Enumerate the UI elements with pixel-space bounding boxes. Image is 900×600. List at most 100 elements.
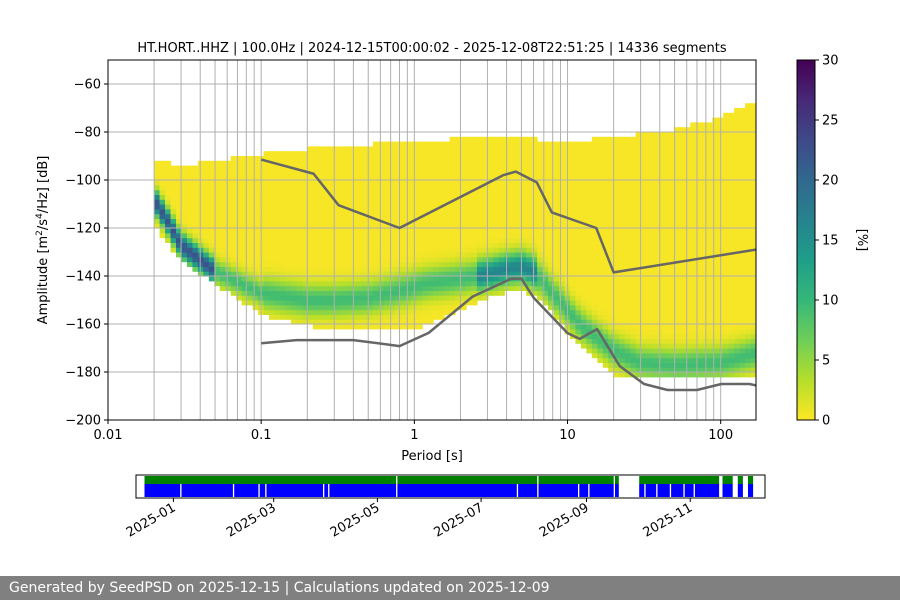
psd-cell bbox=[449, 304, 456, 311]
psd-cell bbox=[537, 228, 544, 234]
psd-cell bbox=[372, 290, 380, 296]
psd-cell bbox=[340, 252, 347, 258]
psd-cell bbox=[734, 170, 741, 176]
psd-cell bbox=[635, 180, 642, 186]
psd-cell bbox=[307, 232, 314, 239]
psd-cell bbox=[247, 208, 254, 215]
psd-cell bbox=[575, 261, 582, 267]
psd-cell bbox=[690, 309, 697, 315]
psd-cell bbox=[498, 165, 505, 171]
psd-cell bbox=[362, 295, 369, 301]
psd-cell bbox=[460, 290, 467, 296]
psd-cell bbox=[269, 199, 276, 205]
psd-cell bbox=[608, 343, 615, 349]
psd-cell bbox=[263, 223, 270, 229]
psd-cell bbox=[684, 319, 691, 325]
psd-cell bbox=[345, 280, 352, 287]
psd-cell bbox=[646, 338, 653, 344]
psd-cell bbox=[247, 160, 254, 167]
psd-cell bbox=[531, 247, 538, 253]
psd-cell bbox=[340, 261, 347, 267]
psd-cell bbox=[619, 348, 626, 354]
psd-cell bbox=[526, 252, 533, 258]
psd-cell bbox=[345, 295, 352, 301]
psd-cell bbox=[580, 266, 587, 272]
data-gap-mark bbox=[693, 484, 695, 497]
psd-cell bbox=[652, 228, 659, 234]
psd-cell bbox=[318, 170, 325, 176]
psd-cell bbox=[580, 228, 587, 234]
psd-cell bbox=[487, 165, 494, 171]
psd-cell bbox=[269, 252, 276, 258]
psd-cell bbox=[580, 261, 587, 267]
psd-cell bbox=[701, 328, 708, 335]
psd-cell bbox=[269, 295, 276, 301]
psd-cell bbox=[608, 151, 615, 157]
psd-cell bbox=[351, 213, 358, 219]
psd-cell bbox=[487, 208, 494, 215]
psd-cell bbox=[279, 271, 287, 277]
psd-cell bbox=[734, 180, 741, 186]
psd-cell bbox=[728, 367, 735, 373]
psd-cell bbox=[575, 290, 582, 296]
psd-cell bbox=[444, 280, 451, 287]
psd-cell bbox=[657, 324, 664, 330]
psd-cell bbox=[471, 199, 478, 205]
psd-cell bbox=[701, 232, 708, 239]
psd-cell bbox=[690, 290, 697, 296]
psd-cell bbox=[307, 256, 314, 263]
psd-cell bbox=[422, 280, 429, 287]
psd-cell bbox=[608, 189, 615, 195]
psd-cell bbox=[635, 348, 642, 354]
psd-cell bbox=[394, 314, 401, 320]
psd-cell bbox=[312, 189, 319, 195]
psd-cell bbox=[252, 194, 259, 200]
psd-cell bbox=[186, 208, 194, 215]
psd-cell bbox=[285, 199, 292, 205]
psd-cell bbox=[192, 180, 199, 186]
psd-cell bbox=[575, 242, 582, 248]
psd-cell bbox=[290, 199, 297, 205]
psd-cell bbox=[641, 290, 648, 296]
psd-cell bbox=[662, 271, 670, 277]
psd-cell bbox=[433, 261, 440, 267]
psd-cell bbox=[652, 213, 659, 219]
psd-cell bbox=[252, 184, 259, 191]
psd-cell bbox=[591, 199, 598, 205]
psd-cell bbox=[701, 261, 708, 267]
psd-cell bbox=[285, 175, 292, 181]
psd-cell bbox=[542, 290, 549, 296]
psd-cell bbox=[389, 189, 396, 195]
blue-availability-bar bbox=[748, 484, 754, 497]
psd-cell bbox=[723, 338, 730, 344]
psd-cell bbox=[345, 199, 352, 205]
psd-cell bbox=[559, 285, 566, 291]
psd-cell bbox=[192, 247, 199, 253]
psd-cell bbox=[526, 160, 533, 167]
psd-cell bbox=[285, 194, 292, 200]
psd-cell bbox=[548, 141, 555, 147]
psd-cell bbox=[652, 256, 659, 263]
psd-cell bbox=[662, 362, 670, 368]
psd-cell bbox=[723, 242, 730, 248]
psd-cell bbox=[684, 280, 691, 287]
psd-cell bbox=[323, 242, 330, 248]
psd-cell bbox=[531, 285, 538, 291]
psd-cell bbox=[739, 314, 746, 320]
psd-cell bbox=[356, 237, 363, 243]
psd-cell bbox=[695, 343, 702, 349]
psd-cell bbox=[690, 213, 697, 219]
psd-cell bbox=[559, 290, 566, 296]
psd-cell bbox=[712, 352, 719, 359]
psd-cell bbox=[657, 256, 664, 263]
psd-cell bbox=[559, 242, 566, 248]
psd-cell bbox=[438, 252, 445, 258]
psd-cell bbox=[318, 146, 325, 152]
psd-cell bbox=[662, 228, 670, 234]
psd-cell bbox=[356, 232, 363, 239]
psd-cell bbox=[274, 175, 281, 181]
psd-cell bbox=[542, 204, 549, 210]
psd-cell bbox=[214, 204, 221, 210]
psd-cell bbox=[602, 319, 609, 325]
psd-cell bbox=[460, 228, 467, 234]
